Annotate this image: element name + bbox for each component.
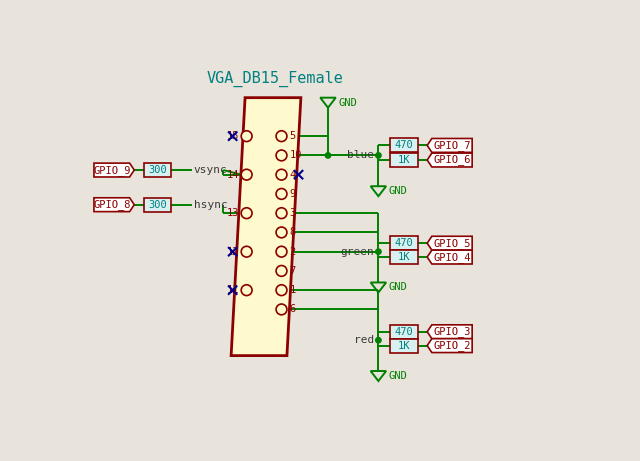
- Text: 300: 300: [148, 200, 167, 210]
- Circle shape: [276, 246, 287, 257]
- Text: 1: 1: [289, 285, 296, 295]
- Circle shape: [276, 266, 287, 276]
- Polygon shape: [428, 250, 472, 264]
- Text: 7: 7: [289, 266, 296, 276]
- Text: VGA_DB15_Female: VGA_DB15_Female: [206, 71, 343, 87]
- Circle shape: [276, 150, 287, 161]
- FancyBboxPatch shape: [390, 325, 418, 339]
- Text: 470: 470: [395, 327, 413, 337]
- FancyBboxPatch shape: [390, 339, 418, 353]
- FancyBboxPatch shape: [390, 153, 418, 167]
- Circle shape: [376, 249, 381, 254]
- Polygon shape: [428, 236, 472, 250]
- FancyBboxPatch shape: [143, 198, 172, 212]
- Circle shape: [276, 227, 287, 238]
- Circle shape: [241, 169, 252, 180]
- Text: 2: 2: [289, 247, 296, 257]
- Text: 300: 300: [148, 165, 167, 175]
- Text: 1K: 1K: [397, 155, 410, 165]
- Text: GND: GND: [388, 371, 407, 381]
- Circle shape: [241, 131, 252, 142]
- Circle shape: [376, 337, 381, 343]
- FancyBboxPatch shape: [390, 236, 418, 250]
- Circle shape: [276, 189, 287, 199]
- Circle shape: [276, 285, 287, 296]
- Polygon shape: [428, 325, 472, 339]
- Text: 10: 10: [289, 150, 301, 160]
- Text: GPIO_9: GPIO_9: [93, 165, 131, 176]
- Circle shape: [376, 153, 381, 158]
- Polygon shape: [231, 98, 301, 355]
- Text: red: red: [355, 335, 374, 345]
- Text: GND: GND: [388, 186, 407, 196]
- Text: 13: 13: [227, 208, 239, 218]
- Circle shape: [241, 246, 252, 257]
- Polygon shape: [94, 198, 134, 212]
- Text: 9: 9: [289, 189, 296, 199]
- Text: 15: 15: [227, 131, 239, 141]
- Text: GPIO_6: GPIO_6: [433, 154, 471, 165]
- Text: GPIO_7: GPIO_7: [433, 140, 471, 151]
- Circle shape: [241, 285, 252, 296]
- Polygon shape: [428, 153, 472, 167]
- Text: 1K: 1K: [397, 252, 410, 262]
- Text: 14: 14: [227, 170, 239, 180]
- Polygon shape: [94, 163, 134, 177]
- FancyBboxPatch shape: [390, 250, 418, 264]
- Circle shape: [325, 153, 331, 158]
- Polygon shape: [428, 138, 472, 152]
- Text: GPIO_2: GPIO_2: [433, 340, 471, 351]
- Text: blue: blue: [348, 150, 374, 160]
- Text: 470: 470: [395, 238, 413, 248]
- Text: 470: 470: [395, 141, 413, 150]
- Text: vsync: vsync: [194, 165, 228, 175]
- Text: 12: 12: [227, 247, 239, 257]
- Text: 3: 3: [289, 208, 296, 218]
- FancyBboxPatch shape: [390, 138, 418, 152]
- Text: GPIO_3: GPIO_3: [433, 326, 471, 337]
- Text: 1K: 1K: [397, 341, 410, 351]
- Circle shape: [276, 304, 287, 315]
- Text: 6: 6: [289, 304, 296, 314]
- FancyBboxPatch shape: [143, 163, 172, 177]
- Text: GND: GND: [338, 98, 357, 108]
- Text: GPIO_8: GPIO_8: [93, 199, 131, 210]
- Text: hsync: hsync: [194, 200, 228, 210]
- Text: 4: 4: [289, 170, 296, 180]
- Text: 8: 8: [289, 227, 296, 237]
- Text: GND: GND: [388, 283, 407, 292]
- Text: 5: 5: [289, 131, 296, 141]
- Text: 11: 11: [227, 285, 239, 295]
- Polygon shape: [428, 339, 472, 353]
- Circle shape: [276, 208, 287, 219]
- Circle shape: [276, 169, 287, 180]
- Text: GPIO_5: GPIO_5: [433, 238, 471, 248]
- Text: green: green: [340, 247, 374, 257]
- Circle shape: [241, 208, 252, 219]
- Text: GPIO_4: GPIO_4: [433, 252, 471, 262]
- Circle shape: [276, 131, 287, 142]
